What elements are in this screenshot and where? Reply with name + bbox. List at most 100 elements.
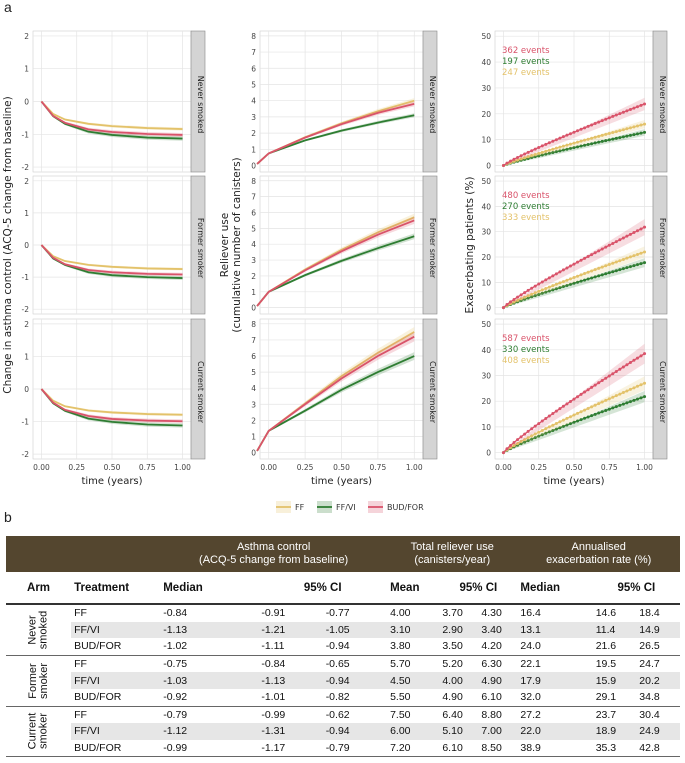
table-column-header: Arm Treatment Median 95% CI Mean 95% CI Median… — [6, 572, 680, 605]
series-point — [576, 274, 580, 278]
series-point — [572, 141, 576, 145]
series-line — [40, 100, 183, 136]
value-cell: 16.4 — [520, 607, 541, 620]
value-cell: 24.7 — [639, 658, 660, 671]
series-point — [509, 159, 513, 163]
y-tick-label: 0 — [486, 162, 491, 171]
series-point — [639, 103, 643, 107]
series-point — [625, 266, 629, 270]
y-tick-label: 1 — [251, 145, 256, 154]
value-cell: -0.99 — [261, 708, 286, 721]
series-point — [635, 397, 639, 401]
y-tick-label: -1 — [22, 130, 30, 139]
series-point — [635, 384, 639, 388]
value-cell: -0.84 — [261, 658, 286, 671]
facet-strip-label: Never smoked — [196, 76, 205, 134]
series-point — [554, 409, 558, 413]
x-tick-label: 0.25 — [297, 463, 314, 472]
x-tick-label: 0.75 — [370, 463, 387, 472]
series-point — [530, 427, 534, 431]
series-point — [544, 286, 548, 290]
series-point — [586, 415, 590, 419]
value-cell: 38.9 — [517, 739, 593, 758]
series-point — [516, 298, 520, 302]
series-point — [512, 441, 516, 445]
facet-strip-label: Former smoker — [658, 218, 667, 279]
series-point — [593, 141, 597, 145]
series-point — [632, 358, 636, 362]
treatment-cell: FF — [74, 708, 87, 721]
arm-label: Current smoker — [26, 713, 50, 750]
series-point — [537, 430, 541, 434]
series-point — [576, 411, 580, 415]
series-point — [568, 422, 572, 426]
series-point — [561, 144, 565, 148]
value-cell: 15.9 — [592, 672, 637, 689]
series-point — [600, 119, 604, 123]
value-cell: 4.00 — [390, 607, 411, 620]
series-point — [583, 390, 587, 394]
events-label: 330 events — [502, 345, 550, 355]
series-point — [611, 372, 615, 376]
series-point — [540, 433, 544, 437]
y-tick-label: 1 — [24, 209, 29, 218]
series-point — [590, 136, 594, 140]
series-point — [547, 430, 551, 434]
table-group-header: Asthma control (ACQ-5 change from baselin… — [6, 536, 680, 572]
y-tick-label: 4 — [251, 240, 256, 249]
series-point — [519, 442, 523, 446]
series-point — [618, 238, 622, 242]
series-line — [40, 244, 183, 276]
series-point — [604, 264, 608, 268]
series-point — [632, 125, 636, 129]
series-point — [625, 109, 629, 113]
series-point — [576, 419, 580, 423]
series-point — [512, 159, 516, 163]
y-axis-label: Change in asthma control (ACQ-5 change f… — [2, 96, 14, 393]
series-point — [501, 306, 505, 310]
y-tick-label: 8 — [251, 320, 256, 329]
header-reliever-use: Total reliever use (canisters/year) — [387, 536, 518, 572]
value-cell: 13.1 — [517, 621, 593, 639]
x-tick-label: 0.00 — [33, 463, 50, 472]
value-cell: -0.62 — [325, 708, 350, 721]
series-point — [593, 251, 597, 255]
series-point — [643, 130, 647, 134]
series-point — [643, 250, 647, 254]
series-point — [600, 247, 604, 251]
series-point — [561, 418, 565, 422]
series-point — [530, 292, 534, 296]
header-asthma-control: Asthma control (ACQ-5 change from baselin… — [160, 536, 388, 572]
legend-label: BUD/FOR — [387, 503, 424, 512]
series-point — [512, 297, 516, 301]
value-cell: 4.30 — [481, 607, 502, 620]
series-point — [540, 150, 544, 154]
value-cell: -1.31 — [258, 723, 323, 740]
value-cell: 24.9 — [636, 723, 680, 740]
series-point — [523, 440, 527, 444]
treatment-cell: FF/VI — [71, 621, 161, 639]
value-cell: 14.9 — [636, 621, 680, 639]
series-point — [509, 300, 513, 304]
value-cell: 4.00 — [439, 672, 479, 689]
arm-cell: Former smoker — [6, 655, 72, 707]
series-point — [547, 285, 551, 289]
value-cell: -0.75 — [163, 658, 188, 671]
y-tick-label: 7 — [251, 336, 256, 345]
series-point — [554, 272, 558, 276]
series-point — [635, 252, 639, 256]
series-point — [565, 423, 569, 427]
y-tick-label: 2 — [24, 320, 29, 329]
series-point — [621, 267, 625, 271]
series-point — [586, 124, 590, 128]
series-point — [540, 419, 544, 423]
series-point — [537, 289, 541, 293]
x-tick-label: 1.00 — [174, 463, 191, 472]
series-point — [565, 266, 569, 270]
series-point — [526, 150, 530, 154]
series-point — [583, 416, 587, 420]
facet-strip — [652, 175, 668, 315]
value-cell: 32.0 — [517, 688, 593, 707]
value-cell: -0.94 — [322, 638, 388, 656]
series-point — [635, 105, 639, 109]
